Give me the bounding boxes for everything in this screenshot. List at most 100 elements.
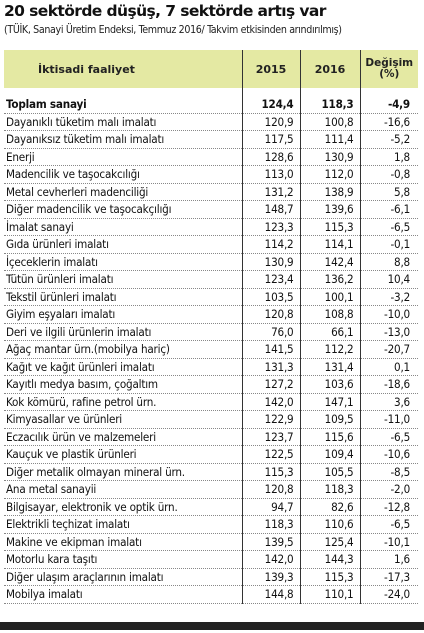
row-activity-name: Enerji — [4, 148, 242, 166]
row-value-2015: 127,2 — [241, 375, 300, 394]
row-value-change: -8,5 — [359, 463, 418, 481]
row-value-change: -6,5 — [359, 218, 418, 236]
row-value-change: 0,1 — [359, 358, 418, 376]
header-activity: İktisadi faaliyet — [4, 50, 242, 88]
row-value-change: -13,0 — [359, 323, 418, 341]
table-row: Motorlu kara taşıtı 142,0 144,3 1,6 — [4, 550, 418, 569]
table-row: Toplam sanayi 124,4 118,3 -4,9 — [4, 96, 418, 114]
table-row: Ağaç mantar ürn.(mobilya hariç) 141,5 112,… — [4, 340, 418, 359]
row-value-change: 3,6 — [359, 393, 418, 411]
table-row: Kayıtlı medya basım, çoğaltım 127,2 103,6-… — [4, 375, 418, 394]
table-row: İmalat sanayi 123,3 115,3 -6,5 — [4, 218, 418, 236]
row-value-change: -16,6 — [359, 113, 418, 131]
table-row: Makine ve ekipman imalatı 139,5 125,4 -10,1 — [4, 533, 418, 551]
table-row: Kağıt ve kağıt ürünleri imalatı 131,3 131,… — [4, 358, 418, 376]
row-value-2016: 100,8 — [299, 113, 360, 131]
row-value-2016: 115,3 — [299, 568, 360, 586]
table-row: Enerji 128,6 130,9 1,8 — [4, 148, 418, 166]
row-value-2016: 142,4 — [299, 253, 360, 271]
header-change-unit: (%) — [379, 68, 400, 80]
row-value-change: 1,8 — [359, 148, 418, 166]
row-value-2016: 108,8 — [299, 305, 360, 324]
row-value-2015: 123,7 — [241, 428, 300, 446]
row-value-2015: 123,3 — [241, 218, 300, 236]
row-value-2015: 130,9 — [241, 253, 300, 271]
table-row: Diğer madencilik ve taşocakçılığı 148,7 13… — [4, 200, 418, 219]
row-value-2016: 112,2 — [299, 340, 360, 359]
row-activity-name: Diğer metalik olmayan mineral ürn. — [4, 463, 242, 481]
row-value-2015: 122,5 — [241, 445, 300, 464]
row-activity-name: Dayanıklı tüketim malı imalatı — [4, 113, 242, 131]
row-value-2015: 113,0 — [241, 165, 300, 184]
table-row: Tütün ürünleri imalatı 123,4 136,2 10,4 — [4, 270, 418, 289]
bottom-rule — [0, 622, 424, 630]
row-value-change: 5,8 — [359, 183, 418, 201]
table-row: Diğer metalik olmayan mineral ürn. 115,3 1… — [4, 463, 418, 481]
row-value-2015: 123,4 — [241, 270, 300, 289]
row-value-2015: 142,0 — [241, 550, 300, 569]
row-activity-name: Diğer ulaşım araçlarının imalatı — [4, 568, 242, 586]
row-activity-name: Ağaç mantar ürn.(mobilya hariç) — [4, 340, 242, 359]
row-value-2015: 122,9 — [241, 410, 300, 429]
row-activity-name: Toplam sanayi — [4, 96, 242, 114]
table-row: Elektrikli teçhizat imalatı 118,3 110,6 -6,… — [4, 515, 418, 534]
row-value-2016: 118,3 — [299, 96, 360, 114]
table-row: Tekstil ürünleri imalatı 103,5 100,1 -3,2 — [4, 288, 418, 306]
row-value-change: -20,7 — [359, 340, 418, 359]
table-row: Giyim eşyaları imalatı 120,8 108,8 -10,0 — [4, 305, 418, 324]
row-value-2015: 118,3 — [241, 515, 300, 534]
row-activity-name: Madencilik ve taşocakcılığı — [4, 165, 242, 184]
row-activity-name: Kimyasallar ve ürünleri — [4, 410, 242, 429]
row-value-change: 8,8 — [359, 253, 418, 271]
row-value-2015: 144,8 — [241, 585, 300, 604]
table-row: Metal cevherleri madenciliği 131,2 138,9 5,… — [4, 183, 418, 201]
row-value-change: -18,6 — [359, 375, 418, 394]
row-value-2015: 139,3 — [241, 568, 300, 586]
row-value-2015: 115,3 — [241, 463, 300, 481]
row-value-2015: 141,5 — [241, 340, 300, 359]
table-row: Kimyasallar ve ürünleri 122,9 109,5 -11,0 — [4, 410, 418, 429]
header-2015: 2015 — [241, 50, 300, 88]
row-activity-name: İmalat sanayi — [4, 218, 242, 236]
row-value-2015: 131,3 — [241, 358, 300, 376]
row-value-change: 10,4 — [359, 270, 418, 289]
row-value-change: -10,1 — [359, 533, 418, 551]
row-value-change: -3,2 — [359, 288, 418, 306]
row-activity-name: Giyim eşyaları imalatı — [4, 305, 242, 324]
table-row: Dayanıksız tüketim malı imalatı 117,5 111,… — [4, 130, 418, 149]
row-value-change: -6,5 — [359, 428, 418, 446]
row-activity-name: Kağıt ve kağıt ürünleri imalatı — [4, 358, 242, 376]
row-value-2016: 105,5 — [299, 463, 360, 481]
industry-production-table: İktisadi faaliyet 2015 2016 Değişim (%) … — [4, 50, 418, 604]
page-subtitle: (TÜİK, Sanayi Üretim Endeksi, Temmuz 201… — [4, 24, 342, 36]
row-activity-name: Eczacılık ürün ve malzemeleri — [4, 428, 242, 446]
table-body: Toplam sanayi 124,4 118,3 -4,9 Dayanıklı tük… — [4, 88, 418, 604]
row-value-2016: 103,6 — [299, 375, 360, 394]
row-value-2015: 124,4 — [241, 96, 300, 114]
row-value-change: -6,5 — [359, 515, 418, 534]
table-row: Deri ve ilgili ürünlerin imalatı 76,0 66,1… — [4, 323, 418, 341]
row-value-2016: 82,6 — [299, 498, 360, 516]
table-row: Madencilik ve taşocakcılığı 113,0 112,0 -0,… — [4, 165, 418, 184]
table-row: Ana metal sanayii 120,8 118,3 -2,0 — [4, 480, 418, 499]
row-value-2016: 115,3 — [299, 218, 360, 236]
table-row: Diğer ulaşım araçlarının imalatı 139,3 115… — [4, 568, 418, 586]
row-value-2015: 103,5 — [241, 288, 300, 306]
row-value-2016: 112,0 — [299, 165, 360, 184]
row-value-2015: 139,5 — [241, 533, 300, 551]
row-value-change: 1,6 — [359, 550, 418, 569]
row-activity-name: Diğer madencilik ve taşocakçılığı — [4, 200, 242, 219]
row-value-2015: 114,2 — [241, 235, 300, 254]
row-activity-name: Mobilya imalatı — [4, 585, 242, 604]
row-activity-name: Makine ve ekipman imalatı — [4, 533, 242, 551]
row-value-2015: 76,0 — [241, 323, 300, 341]
header-change-label: Değişim — [365, 57, 414, 69]
row-activity-name: Motorlu kara taşıtı — [4, 550, 242, 569]
row-value-change: -4,9 — [359, 96, 418, 114]
row-value-change: -17,3 — [359, 568, 418, 586]
row-activity-name: İçeceklerin imalatı — [4, 253, 242, 271]
table-row: Mobilya imalatı 144,8 110,1 -24,0 — [4, 585, 418, 604]
row-value-change: -6,1 — [359, 200, 418, 219]
row-value-2016: 110,6 — [299, 515, 360, 534]
